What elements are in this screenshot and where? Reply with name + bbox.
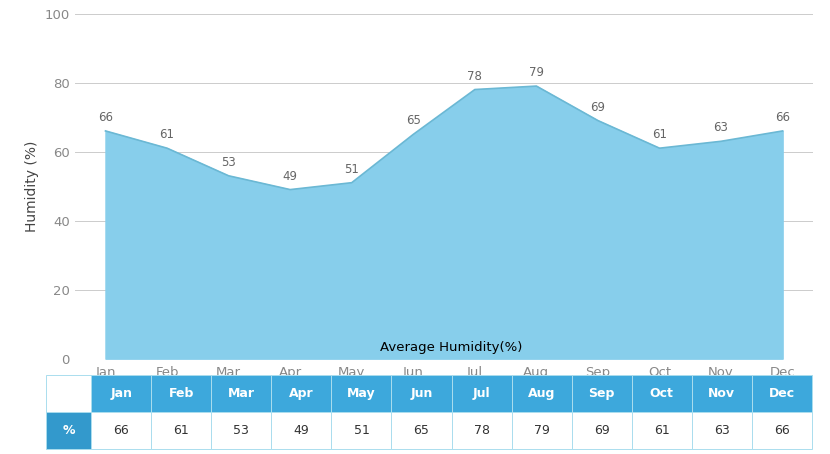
Text: 51: 51 [354, 424, 369, 437]
Text: 49: 49 [294, 424, 310, 437]
Text: 61: 61 [173, 424, 189, 437]
Legend: Average Humidity(%): Average Humidity(%) [352, 335, 528, 359]
Y-axis label: Humidity (%): Humidity (%) [25, 140, 39, 232]
Text: Sep: Sep [588, 387, 615, 400]
Text: 61: 61 [654, 424, 670, 437]
Text: Mar: Mar [228, 387, 255, 400]
Text: 51: 51 [344, 163, 359, 176]
Text: Feb: Feb [168, 387, 194, 400]
Text: 63: 63 [714, 121, 729, 134]
Text: 49: 49 [283, 170, 298, 183]
Text: Jul: Jul [473, 387, 491, 400]
Text: 61: 61 [159, 128, 174, 141]
Text: Dec: Dec [769, 387, 795, 400]
Text: 66: 66 [774, 424, 789, 437]
Text: 79: 79 [534, 424, 549, 437]
Text: 66: 66 [114, 424, 129, 437]
Text: Jun: Jun [410, 387, 432, 400]
Text: 66: 66 [775, 111, 790, 124]
Text: 53: 53 [222, 156, 236, 169]
Text: 61: 61 [652, 128, 667, 141]
Text: Oct: Oct [650, 387, 674, 400]
Text: 69: 69 [593, 424, 609, 437]
Text: 66: 66 [98, 111, 113, 124]
Text: 69: 69 [590, 101, 605, 114]
Text: May: May [347, 387, 376, 400]
Text: 78: 78 [474, 424, 490, 437]
Text: 65: 65 [413, 424, 429, 437]
Text: 53: 53 [233, 424, 249, 437]
Text: 78: 78 [467, 69, 482, 83]
Text: 65: 65 [406, 114, 421, 128]
Text: Jan: Jan [110, 387, 132, 400]
Text: %: % [62, 424, 75, 437]
Text: Aug: Aug [528, 387, 555, 400]
Text: 79: 79 [529, 66, 544, 79]
Text: Apr: Apr [289, 387, 314, 400]
Text: 63: 63 [714, 424, 730, 437]
Text: Nov: Nov [708, 387, 735, 400]
